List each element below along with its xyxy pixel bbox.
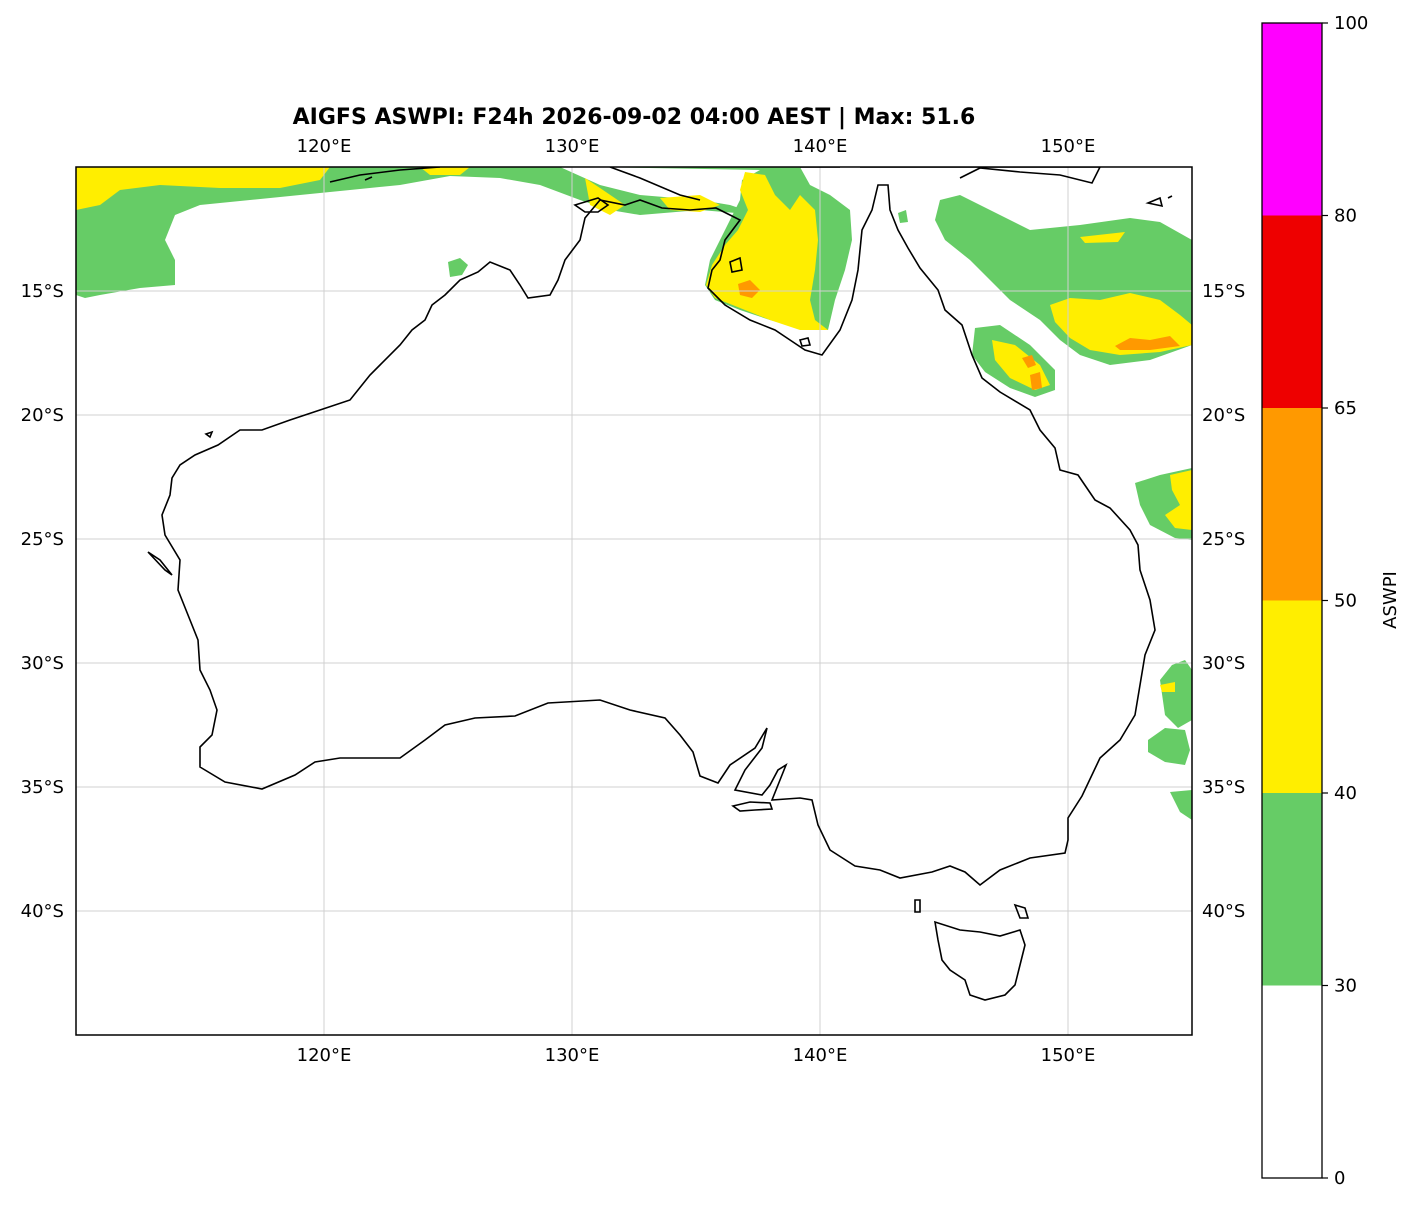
coastline-barrow-islet (204, 430, 214, 439)
colorbar-ticks: 0 30 40 50 65 80 100 (1322, 13, 1368, 1189)
lon-tick-label-bottom: 150°E (1041, 1045, 1096, 1066)
aswpi-band-50-65 (738, 280, 1180, 390)
colorbar-label: ASWPI (1380, 571, 1401, 629)
lat-tick-label-left: 40°S (21, 901, 64, 922)
aswpi-area-nsw-core (1160, 682, 1175, 692)
coastlines (147, 167, 1173, 1001)
aswpi-area-arnhem-coast (660, 195, 720, 212)
coastline-new-guinea (609, 167, 1101, 201)
gridlines (76, 167, 1192, 1035)
lat-tick-label-left: 15°S (21, 281, 64, 302)
aswpi-area-timor-sea-patch (420, 167, 470, 175)
colorbar-tick-label: 30 (1334, 976, 1357, 997)
colorbar-tick-label: 50 (1334, 591, 1357, 612)
aswpi-area-nsw-mid (1148, 728, 1190, 765)
colorbar-tick-label: 100 (1334, 13, 1368, 34)
coastline-australia (161, 184, 1156, 887)
lat-tick-label-right: 20°S (1202, 405, 1245, 426)
aswpi-max-gulf-carpentaria (738, 280, 760, 298)
colorbar: 0 30 40 50 65 80 100 ASWPI (1261, 13, 1401, 1189)
aswpi-max-coral-sea-south-2 (1030, 372, 1042, 390)
lat-tick-label-right: 35°S (1202, 777, 1245, 798)
lon-tick-label-top: 140°E (793, 136, 848, 157)
colorbar-segment (1262, 985, 1322, 1178)
lat-tick-label-right: 25°S (1202, 529, 1245, 550)
chart-title: AIGFS ASWPI: F24h 2026-09-02 04:00 AEST … (293, 105, 976, 130)
aswpi-area-timor-sea (76, 167, 760, 298)
axis-tick-labels: 120°E 120°E 130°E 130°E 140°E 140°E 150°E 150°E… (21, 136, 1246, 1066)
colorbar-tick-label: 0 (1334, 1168, 1345, 1189)
colorbar-tick-label: 80 (1334, 206, 1357, 227)
colorbar-tick-label: 65 (1334, 398, 1357, 419)
coastline-groote-eylandt (729, 256, 743, 273)
coastline-mornington-island (798, 337, 812, 347)
lat-tick-label-left: 30°S (21, 653, 64, 674)
colorbar-segment (1262, 215, 1322, 408)
aswpi-area-timor-sea-edge (76, 167, 330, 210)
aswpi-area-kimberley-islet (448, 258, 468, 277)
lat-tick-label-right: 40°S (1202, 901, 1245, 922)
coastline-tasmania (933, 920, 1026, 1001)
lon-tick-label-bottom: 120°E (297, 1045, 352, 1066)
colorbar-segments (1262, 23, 1322, 1178)
aswpi-area-se-queensland-core (1165, 470, 1192, 530)
lat-tick-label-left: 35°S (21, 777, 64, 798)
coastline-torres-islands (1145, 195, 1173, 208)
lon-tick-label-top: 130°E (545, 136, 600, 157)
lon-tick-label-top: 120°E (297, 136, 352, 157)
lon-tick-label-top: 150°E (1041, 136, 1096, 157)
map-background (76, 167, 1192, 1035)
lon-tick-label-bottom: 130°E (545, 1045, 600, 1066)
colorbar-segment (1262, 600, 1322, 793)
lat-tick-label-right: 30°S (1202, 653, 1245, 674)
lat-tick-label-left: 25°S (21, 529, 64, 550)
lat-tick-label-right: 15°S (1202, 281, 1245, 302)
colorbar-segment (1262, 23, 1322, 216)
coastline-timor (329, 167, 441, 183)
aswpi-max-coral-sea-south (1022, 355, 1036, 368)
colorbar-segment (1262, 793, 1322, 986)
coastline-king-island (914, 899, 921, 913)
lon-tick-label-bottom: 140°E (793, 1045, 848, 1066)
coastline-melville-island (573, 197, 610, 213)
map-frame (75, 166, 1193, 1036)
colorbar-tick-label: 40 (1334, 783, 1357, 804)
aswpi-area-coral-sea-band (1080, 232, 1125, 243)
aswpi-area-cape-york-islet (898, 210, 908, 223)
map-panel: 120°E 120°E 130°E 130°E 140°E 140°E 150°E 150°E… (21, 136, 1246, 1066)
coastline-rottnest-islet (147, 551, 173, 576)
coastline-flinders-island (1013, 903, 1030, 919)
coastline-kangaroo-island (731, 801, 774, 812)
colorbar-segment (1262, 408, 1322, 601)
aswpi-max-coral-sea (1115, 336, 1180, 350)
aswpi-area-nsw-north (1160, 660, 1192, 728)
lat-tick-label-left: 20°S (21, 405, 64, 426)
aswpi-area-nsw-south (1170, 790, 1192, 820)
